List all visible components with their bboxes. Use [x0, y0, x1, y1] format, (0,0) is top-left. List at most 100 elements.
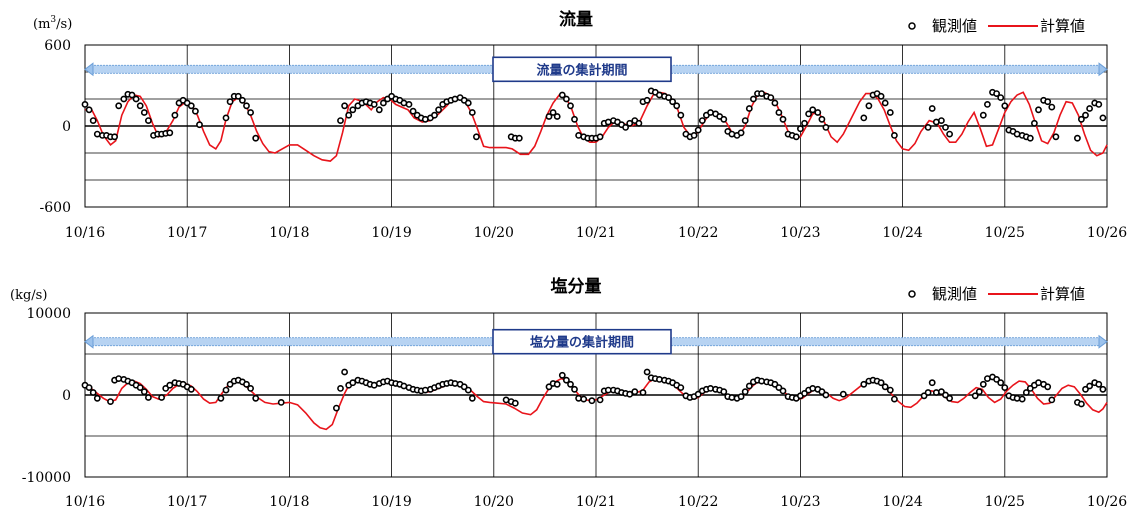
legend-label-observed: 観測値 — [932, 285, 977, 303]
data-point-observed — [405, 101, 413, 108]
data-point-observed — [1044, 98, 1052, 106]
data-point-observed — [144, 394, 152, 401]
data-point-observed — [81, 101, 89, 108]
data-point-observed — [89, 389, 97, 396]
data-point-observed — [805, 110, 812, 118]
data-point-observed — [745, 105, 753, 112]
data-point-observed — [341, 102, 348, 110]
y-axis-unit: (m3/s) — [33, 15, 72, 32]
x-tick-label: 10/17 — [167, 494, 207, 510]
x-tick-label: 10/20 — [474, 225, 514, 241]
data-point-observed — [1048, 103, 1056, 111]
data-point-observed — [801, 119, 808, 127]
data-point-observed — [622, 124, 629, 131]
data-point-observed — [277, 398, 285, 406]
data-point-observed — [860, 114, 868, 122]
data-point-observed — [1082, 385, 1089, 393]
data-point-observed — [89, 117, 97, 124]
data-point-observed — [881, 383, 889, 391]
data-point-observed — [643, 368, 651, 376]
data-point-observed — [115, 102, 123, 110]
x-tick-label: 10/25 — [985, 225, 1025, 241]
data-point-observed — [881, 99, 889, 107]
data-point-observed — [891, 131, 898, 139]
data-point-observed — [349, 106, 357, 114]
period-arrow-right — [1098, 62, 1108, 77]
data-point-observed — [1086, 382, 1093, 390]
data-point-observed — [93, 394, 101, 402]
data-point-observed — [767, 94, 775, 101]
legend-label-calculated: 計算値 — [1040, 17, 1085, 35]
data-point-observed — [886, 109, 894, 116]
y-tick-label: 10000 — [26, 306, 71, 322]
data-point-observed — [1044, 383, 1052, 391]
data-point-observed — [690, 131, 698, 139]
data-point-observed — [818, 115, 826, 123]
data-point-observed — [226, 98, 234, 106]
x-tick-label: 10/19 — [371, 225, 411, 241]
data-point-observed — [979, 111, 987, 119]
data-point-observed — [984, 101, 991, 108]
data-point-observed — [132, 95, 140, 103]
data-point-observed — [252, 134, 260, 142]
data-point-observed — [136, 102, 144, 110]
data-point-observed — [860, 380, 868, 388]
data-point-observed — [924, 124, 932, 131]
data-point-observed — [775, 384, 783, 391]
data-point-observed — [975, 388, 983, 396]
data-point-observed — [553, 380, 561, 388]
data-point-observed — [1001, 384, 1009, 391]
data-point-observed — [891, 395, 898, 403]
data-point-observed — [545, 383, 553, 391]
data-point-observed — [797, 125, 804, 133]
series-line-calculated — [84, 91, 1108, 162]
data-point-observed — [571, 115, 578, 123]
chart-panel-flow: 600 0 -600 10/16 10/17 10/18 10/19 10/20 10/21 10… — [33, 9, 1127, 241]
data-point-observed — [558, 371, 566, 379]
data-point-observed — [737, 129, 745, 137]
data-point-observed — [191, 107, 199, 115]
data-point-observed — [946, 394, 953, 402]
data-point-observed — [626, 119, 634, 127]
data-point-observed — [563, 376, 570, 384]
data-point-observed — [1026, 134, 1034, 142]
data-point-observed — [758, 90, 765, 97]
data-point-observed — [85, 384, 93, 391]
data-point-observed — [464, 386, 472, 394]
data-point-observed — [971, 392, 979, 400]
x-tick-label: 10/24 — [882, 225, 922, 241]
data-point-observed — [877, 379, 885, 387]
data-point-observed — [1018, 395, 1026, 403]
data-point-observed — [247, 109, 254, 116]
data-point-observed — [720, 388, 728, 396]
data-point-observed — [247, 384, 254, 392]
data-point-observed — [166, 381, 174, 389]
data-point-observed — [222, 386, 230, 394]
data-point-observed — [779, 115, 787, 123]
data-point-observed — [580, 395, 588, 403]
data-point-observed — [1078, 115, 1085, 123]
x-tick-label: 10/16 — [65, 494, 105, 510]
data-point-observed — [588, 397, 596, 405]
data-point-observed — [140, 388, 148, 396]
data-point-observed — [187, 102, 195, 110]
x-tick-label: 10/18 — [269, 225, 309, 241]
data-point-observed — [993, 90, 1000, 97]
y-tick-label: 0 — [62, 388, 71, 404]
data-point-observed — [745, 382, 753, 390]
x-tick-label: 10/16 — [65, 225, 105, 241]
data-point-observed — [549, 109, 557, 116]
data-point-observed — [865, 102, 873, 110]
data-point-observed — [750, 95, 757, 103]
data-point-observed — [997, 94, 1005, 101]
data-point-observed — [1031, 119, 1038, 127]
data-point-observed — [942, 391, 949, 399]
chart-title: 塩分量 — [551, 276, 602, 297]
data-point-observed — [942, 124, 949, 131]
data-point-observed — [217, 394, 225, 402]
x-tick-label: 10/25 — [985, 494, 1025, 510]
legend-marker-observed — [908, 290, 916, 298]
data-point-observed — [571, 385, 578, 393]
